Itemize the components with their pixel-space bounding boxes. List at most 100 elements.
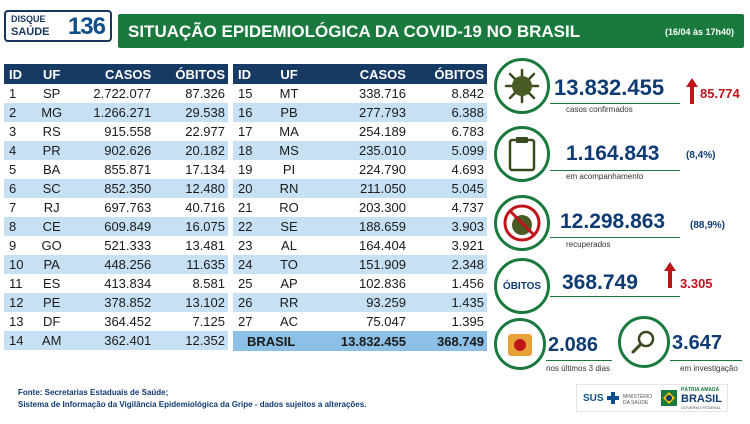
table-header-row: ID UF CASOS ÓBITOS bbox=[4, 64, 228, 84]
brasil-motto: PÁTRIA AMADA bbox=[681, 387, 720, 393]
cell-id: 12 bbox=[4, 293, 34, 312]
cell-uf: RS bbox=[42, 124, 61, 139]
col-obitos: ÓBITOS bbox=[408, 64, 487, 84]
virus-crossed-icon bbox=[494, 195, 550, 251]
cell-casos: 852.350 bbox=[69, 179, 155, 198]
cell-uf: ES bbox=[43, 276, 61, 291]
monitoring-pct: (8,4%) bbox=[686, 150, 716, 161]
cell-id: 7 bbox=[9, 200, 17, 215]
cell-uf: PA bbox=[33, 255, 70, 274]
cell-uf: RN bbox=[268, 179, 310, 198]
cell-obitos: 1.395 bbox=[451, 314, 484, 329]
cell-uf: PR bbox=[33, 141, 70, 160]
brasil-label: BRASIL bbox=[233, 331, 310, 351]
virus-icon bbox=[494, 58, 550, 114]
cell-obitos: 13.481 bbox=[185, 238, 225, 253]
cell-id: 2 bbox=[4, 103, 34, 122]
increase-arrow-icon bbox=[686, 78, 698, 104]
table-row: 4 PR 902.626 20.182 bbox=[4, 141, 228, 160]
table-row: 7 RJ 697.763 40.716 bbox=[4, 198, 228, 217]
cell-id: 18 bbox=[233, 141, 269, 160]
deaths-badge: ÓBITOS bbox=[494, 258, 550, 314]
cell-uf: SP bbox=[43, 86, 61, 101]
table-row: 22 SE 188.659 3.903 bbox=[233, 217, 487, 236]
clipboard-icon bbox=[494, 126, 550, 182]
divider bbox=[546, 360, 612, 361]
cell-uf: RR bbox=[268, 293, 310, 312]
page-subtitle: (16/04 às 17h40) bbox=[664, 27, 734, 37]
table-row: 10 PA 448.256 11.635 bbox=[4, 255, 228, 274]
cell-id: 22 bbox=[233, 217, 269, 236]
cell-id: 6 bbox=[4, 179, 34, 198]
deaths-delta: 3.305 bbox=[680, 276, 713, 291]
magnifier-icon bbox=[618, 316, 670, 368]
cell-casos: 203.300 bbox=[358, 200, 406, 215]
table-row: 13 DF 364.452 7.125 bbox=[4, 312, 228, 331]
cell-uf: RO bbox=[279, 200, 299, 215]
brasil-casos: 13.832.455 bbox=[309, 331, 409, 351]
table-row: 14 AM 362.401 12.352 bbox=[4, 331, 228, 350]
divider bbox=[550, 237, 680, 238]
table-row: 17 MA 254.189 6.783 bbox=[233, 122, 487, 141]
deaths-value: 368.749 bbox=[562, 271, 638, 294]
brasil-obitos: 368.749 bbox=[408, 331, 487, 351]
cell-id: 5 bbox=[9, 162, 17, 177]
table-row: 1 SP 2.722.077 87.326 bbox=[4, 84, 228, 103]
cell-obitos: 11.635 bbox=[154, 255, 228, 274]
cell-obitos: 4.693 bbox=[451, 162, 484, 177]
cell-casos: 102.836 bbox=[358, 276, 406, 291]
cell-uf: PI bbox=[282, 162, 296, 177]
cell-uf: AP bbox=[280, 276, 298, 291]
cell-id: 23 bbox=[238, 238, 253, 253]
confirmed-delta: 85.774 bbox=[700, 86, 740, 101]
footer-source: Fonte: Secretarias Estaduais de Saúde; bbox=[18, 388, 169, 397]
table-row: 24 TO 151.909 2.348 bbox=[233, 255, 487, 274]
divider bbox=[550, 103, 680, 104]
cell-casos: 151.909 bbox=[309, 255, 409, 274]
cell-obitos: 6.388 bbox=[408, 103, 487, 122]
gov-federal-label: GOVERNO FEDERAL bbox=[681, 405, 722, 410]
table-row: 16 PB 277.793 6.388 bbox=[233, 103, 487, 122]
cell-casos: 75.047 bbox=[366, 314, 406, 329]
table-header-row: ID UF CASOS ÓBITOS bbox=[233, 64, 487, 84]
cell-obitos: 5.045 bbox=[408, 179, 487, 198]
cell-uf: BA bbox=[43, 162, 61, 177]
cell-uf: PB bbox=[268, 103, 310, 122]
col-uf: UF bbox=[33, 64, 70, 84]
table-row: 25 AP 102.836 1.456 bbox=[233, 274, 487, 293]
table-row: 21 RO 203.300 4.737 bbox=[233, 198, 487, 217]
sus-logo: SUS bbox=[583, 393, 604, 404]
table-row: 26 RR 93.259 1.435 bbox=[233, 293, 487, 312]
recovered-label: recuperados bbox=[566, 240, 611, 249]
last3-value: 2.086 bbox=[548, 334, 599, 356]
table-row: 11 ES 413.834 8.581 bbox=[4, 274, 228, 293]
cell-casos: 277.793 bbox=[309, 103, 409, 122]
sus-cross-icon bbox=[607, 392, 619, 404]
cell-id: 15 bbox=[238, 86, 253, 101]
cell-uf: MS bbox=[268, 141, 310, 160]
logo-line1: DISQUE bbox=[11, 14, 46, 24]
cell-casos: 855.871 bbox=[104, 162, 152, 177]
col-id: ID bbox=[4, 64, 34, 84]
cell-obitos: 16.075 bbox=[154, 217, 228, 236]
table-row: 19 PI 224.790 4.693 bbox=[233, 160, 487, 179]
cell-casos: 378.852 bbox=[69, 293, 155, 312]
cell-casos: 188.659 bbox=[309, 217, 409, 236]
cell-casos: 448.256 bbox=[69, 255, 155, 274]
logo-line2: SAÚDE bbox=[11, 26, 50, 38]
cell-id: 11 bbox=[9, 276, 23, 291]
cell-id: 16 bbox=[233, 103, 269, 122]
cell-uf: SE bbox=[268, 217, 310, 236]
cell-uf: AL bbox=[281, 238, 297, 253]
cell-obitos: 1.456 bbox=[451, 276, 484, 291]
cell-obitos: 2.348 bbox=[408, 255, 487, 274]
brasil-total-row: BRASIL 13.832.455 368.749 bbox=[233, 331, 487, 351]
cell-obitos: 12.480 bbox=[154, 179, 228, 198]
cell-casos: 235.010 bbox=[309, 141, 409, 160]
cell-obitos: 12.352 bbox=[154, 331, 228, 350]
cell-id: 19 bbox=[238, 162, 253, 177]
cell-casos: 254.189 bbox=[358, 124, 406, 139]
title-bar: SITUAÇÃO EPIDEMIOLÓGICA DA COVID-19 NO B… bbox=[118, 14, 744, 48]
cell-obitos: 7.125 bbox=[192, 314, 225, 329]
cell-obitos: 5.099 bbox=[408, 141, 487, 160]
